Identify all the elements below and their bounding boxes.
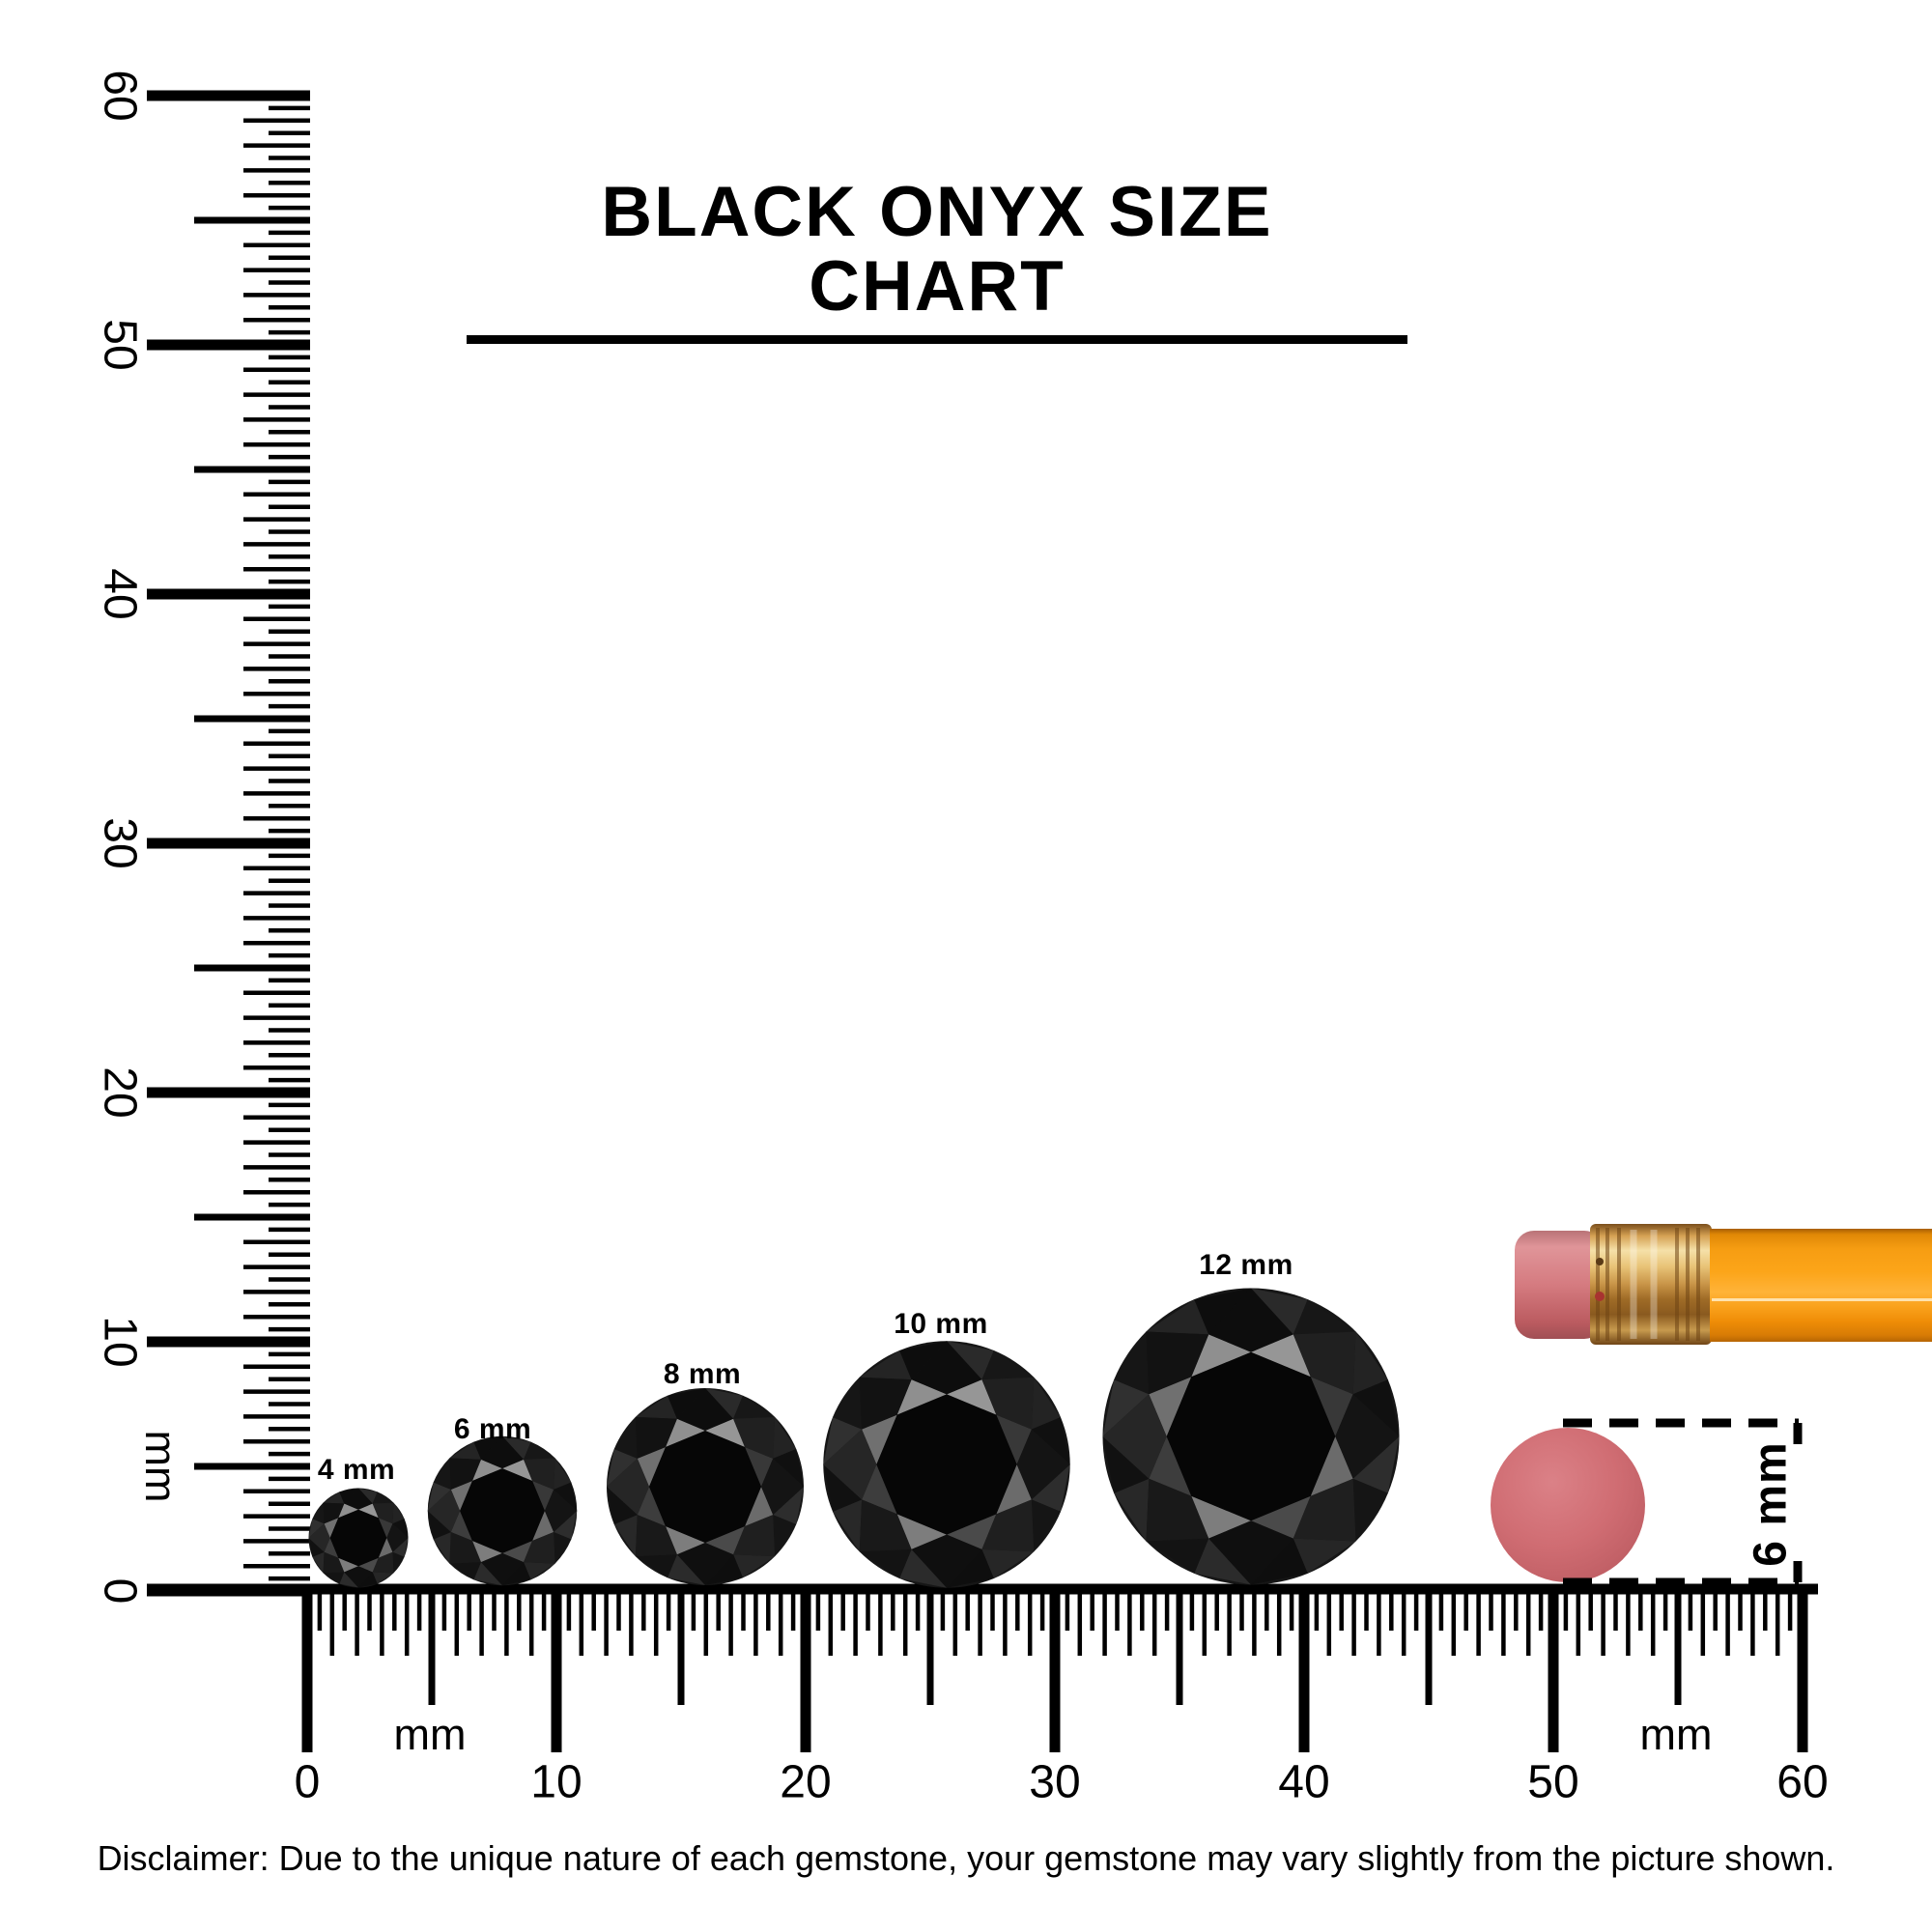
gem-10mm <box>823 1341 1070 1588</box>
title-underline <box>467 335 1407 345</box>
rulers <box>147 90 1818 1752</box>
pencil-body <box>1710 1229 1932 1342</box>
page-title: BLACK ONYX SIZE CHART <box>601 173 1273 326</box>
size-annotation <box>1563 1418 1803 1587</box>
page-title-block: BLACK ONYX SIZE CHART <box>467 173 1407 345</box>
eraser-disc <box>1491 1428 1645 1582</box>
gem-12mm <box>1102 1288 1400 1585</box>
pencil <box>1515 1224 1932 1345</box>
gem-4mm <box>308 1488 409 1588</box>
gem-6mm <box>427 1435 578 1586</box>
gem-8mm <box>607 1388 804 1585</box>
pencil-eraser <box>1515 1231 1604 1339</box>
disclaimer-text: Disclaimer: Due to the unique nature of … <box>97 1838 1835 1878</box>
